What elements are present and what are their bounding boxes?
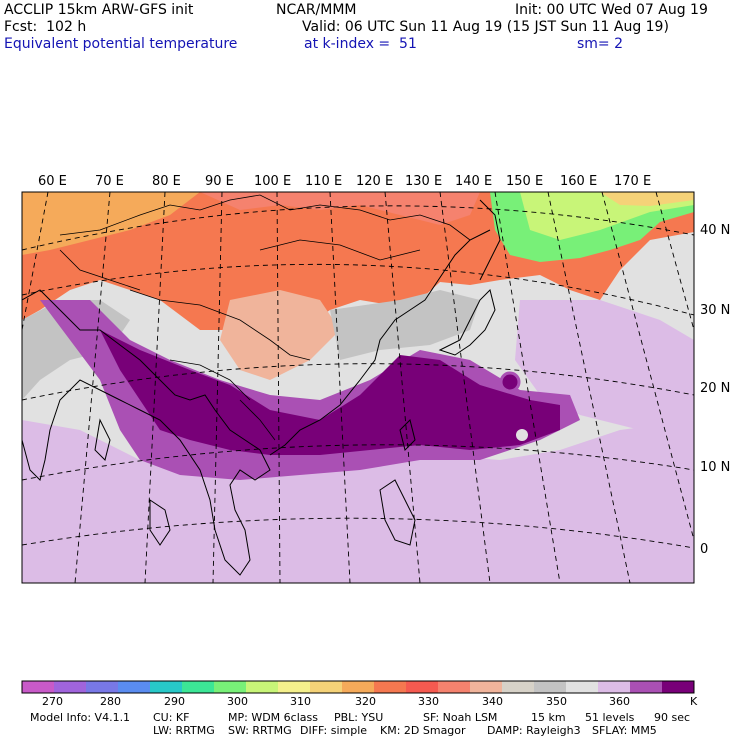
footer-timestep: 90 sec: [654, 711, 691, 724]
typhoon-clear-spot: [516, 429, 528, 441]
colorbar-tick: 280: [100, 695, 121, 708]
field-name: Equivalent potential temperature: [4, 36, 238, 52]
grey-east-asia: [330, 290, 480, 360]
map-frame: [21, 191, 695, 584]
footer-model-info: Model Info: V4.1.1: [30, 711, 131, 724]
colorbar-tick: 320: [355, 695, 376, 708]
colorbar-swatch: [214, 681, 247, 693]
colorbar-swatch: [22, 681, 55, 693]
coastlines: [22, 199, 501, 576]
country-borders: [59, 194, 471, 441]
footer-sf: SF: Noah LSM: [423, 711, 498, 724]
colorbar-swatch: [630, 681, 663, 693]
lat-label: 40 N: [700, 223, 730, 238]
colorbar-swatch: [534, 681, 567, 693]
colorbar-tick: 270: [42, 695, 63, 708]
colorbar-swatch: [150, 681, 183, 693]
footer-damp: DAMP: Rayleigh3: [487, 724, 581, 737]
colorbar-swatch: [502, 681, 535, 693]
colorbar-swatch: [438, 681, 471, 693]
map-field: [22, 192, 694, 583]
footer-mp: MP: WDM 6class: [228, 711, 318, 724]
lat-label: 30 N: [700, 303, 730, 318]
lon-label: 120 E: [356, 174, 393, 189]
footer-cu: CU: KF: [153, 711, 190, 724]
cool-region-edge: [600, 192, 694, 206]
forecast-hour: Fcst: 102 h: [4, 19, 87, 35]
lon-label: 90 E: [205, 174, 234, 189]
tropical-lilac: [22, 420, 694, 583]
lat-label: 20 N: [700, 381, 730, 396]
init-time: Init: 00 UTC Wed 07 Aug 19: [515, 2, 708, 18]
footer-diff: DIFF: simple: [300, 724, 368, 737]
footer-sw: SW: RRTMG: [228, 724, 292, 737]
lon-label: 140 E: [455, 174, 492, 189]
lon-label: 80 E: [152, 174, 181, 189]
colorbar-tick: 350: [546, 695, 567, 708]
colorbar-tick: 300: [227, 695, 248, 708]
colorbar-swatch: [662, 681, 695, 693]
lon-labels: 60 E 70 E 80 E 90 E 100 E 110 E 120 E 13…: [38, 174, 651, 189]
lat-labels: 40 N 30 N 20 N 10 N 0: [700, 223, 730, 557]
colorbar-swatch: [310, 681, 343, 693]
plateau-salmon: [220, 290, 340, 380]
lat-label: 10 N: [700, 460, 730, 475]
colorbar-swatch: [182, 681, 215, 693]
colorbar-swatch: [278, 681, 311, 693]
colorbar-swatch: [342, 681, 375, 693]
colorbar-swatch: [86, 681, 119, 693]
colorbar-tick: 330: [418, 695, 439, 708]
footer-pbl: PBL: YSU: [334, 711, 384, 724]
lon-label: 100 E: [254, 174, 291, 189]
footer-sflay: SFLAY: MM5: [592, 724, 657, 737]
center-name: NCAR/MMM: [276, 2, 357, 18]
graticule: [22, 192, 694, 583]
footer-resolution: 15 km: [531, 711, 566, 724]
colorbar-unit: K: [690, 695, 698, 708]
smoothing-label: sm= 2: [577, 36, 624, 52]
lon-label: 110 E: [305, 174, 342, 189]
colorbar-tick: 360: [609, 695, 630, 708]
valid-time: Valid: 06 UTC Sun 11 Aug 19 (15 JST Sun …: [302, 19, 669, 35]
colorbar-tick: 290: [164, 695, 185, 708]
colorbar-swatch: [566, 681, 599, 693]
colorbar-ticks: 270 280 290 300 310 320 330 340 350 360 …: [42, 695, 698, 708]
lon-label: 170 E: [614, 174, 651, 189]
lon-label: 160 E: [560, 174, 597, 189]
warm-band-west: [22, 192, 200, 255]
colorbar-swatch: [118, 681, 151, 693]
typhoon-eye: [499, 371, 521, 393]
colorbar-swatch: [374, 681, 407, 693]
footer-km: KM: 2D Smagor: [380, 724, 466, 737]
colorbar-tick: 310: [290, 695, 311, 708]
theta-e-map: 60 E 70 E 80 E 90 E 100 E 110 E 120 E 13…: [21, 174, 730, 584]
footer-lw: LW: RRTMG: [153, 724, 215, 737]
lon-label: 60 E: [38, 174, 67, 189]
model-title: ACCLIP 15km ARW-GFS init: [4, 2, 194, 18]
colorbar-tick: 340: [482, 695, 503, 708]
colorbar-swatch: [470, 681, 503, 693]
colorbar-swatch: [598, 681, 631, 693]
colorbar-frame: [21, 680, 695, 694]
lon-label: 150 E: [506, 174, 543, 189]
colorbar-swatch: [406, 681, 439, 693]
level-label: at k-index = 51: [304, 36, 417, 52]
lon-label: 70 E: [95, 174, 124, 189]
colorbar-swatch: [246, 681, 279, 693]
footer-levels: 51 levels: [585, 711, 635, 724]
colorbar-swatch: [54, 681, 87, 693]
moist-core: [100, 330, 560, 455]
lon-label: 130 E: [405, 174, 442, 189]
colorbar-swatches: [22, 681, 695, 693]
lat-label: 0: [700, 542, 708, 557]
